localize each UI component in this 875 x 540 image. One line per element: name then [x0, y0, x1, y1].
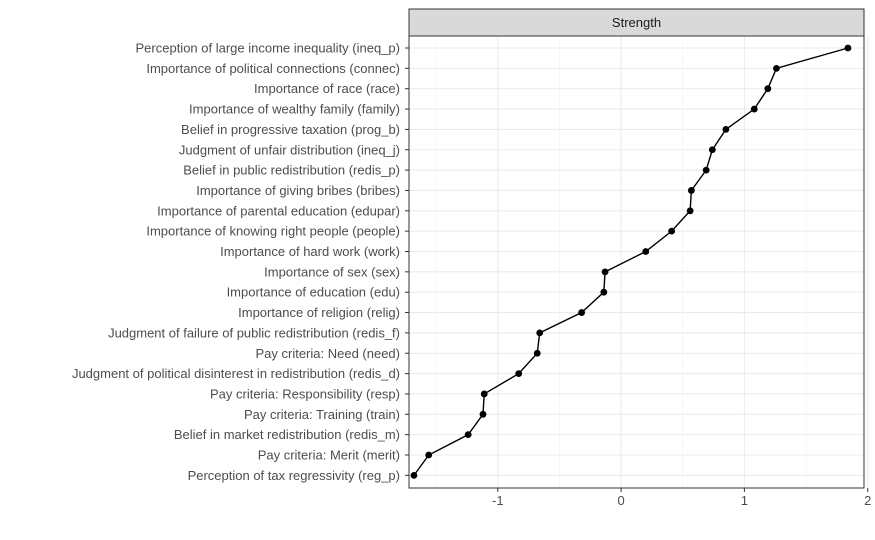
- y-tick-label: Importance of hard work (work): [220, 244, 400, 259]
- y-tick-label: Pay criteria: Responsibility (resp): [210, 386, 400, 401]
- y-tick-label: Pay criteria: Merit (merit): [258, 448, 400, 463]
- x-tick-label: -1: [492, 493, 504, 508]
- y-tick-label: Belief in public redistribution (redis_p…: [183, 163, 400, 178]
- y-tick-label: Importance of giving bribes (bribes): [196, 183, 400, 198]
- y-tick-label: Pay criteria: Need (need): [255, 346, 400, 361]
- data-point: [425, 451, 433, 459]
- data-points: [410, 44, 852, 479]
- y-tick-label: Judgment of political disinterest in red…: [72, 366, 400, 381]
- y-tick-label: Belief in progressive taxation (prog_b): [181, 122, 400, 137]
- x-tick-label: 0: [617, 493, 624, 508]
- y-tick-label: Importance of political connections (con…: [146, 61, 400, 76]
- y-tick-label: Importance of knowing right people (peop…: [146, 224, 400, 239]
- y-tick-label: Judgment of unfair distribution (ineq_j): [179, 142, 400, 157]
- data-point: [764, 85, 772, 93]
- y-tick-label: Importance of race (race): [254, 81, 400, 96]
- y-tick-label: Judgment of failure of public redistribu…: [108, 325, 400, 340]
- x-tick-label: 2: [864, 493, 871, 508]
- y-tick-label: Perception of large income inequality (i…: [136, 41, 401, 56]
- data-point: [480, 390, 488, 398]
- strip-background: [408, 8, 865, 37]
- data-point: [601, 268, 609, 276]
- data-point: [464, 431, 472, 439]
- data-point: [722, 125, 730, 133]
- strength-line: [413, 47, 849, 476]
- data-point: [642, 248, 650, 255]
- data-point: [536, 329, 544, 337]
- x-tick-label: 1: [741, 493, 748, 508]
- y-tick-label: Perception of tax regressivity (reg_p): [188, 468, 400, 483]
- data-point: [844, 44, 852, 52]
- y-tick-label: Importance of parental education (edupar…: [157, 203, 400, 218]
- data-point: [479, 410, 487, 418]
- y-tick-label: Pay criteria: Training (train): [244, 407, 400, 422]
- data-point: [750, 105, 758, 113]
- y-tick-label: Importance of sex (sex): [264, 264, 400, 279]
- data-point: [578, 309, 586, 316]
- data-point: [600, 288, 608, 296]
- x-axis-ticks: [497, 488, 869, 492]
- data-point: [410, 471, 418, 479]
- data-point: [687, 187, 695, 194]
- data-point: [686, 207, 694, 215]
- panel-title: Strength: [612, 15, 661, 30]
- data-point: [515, 370, 523, 377]
- y-axis-labels: Perception of large income inequality (i…: [72, 41, 400, 483]
- series-line: [413, 47, 849, 476]
- data-point: [708, 146, 716, 154]
- data-point: [702, 166, 710, 174]
- data-point: [533, 349, 541, 357]
- grid-lines: [409, 36, 869, 488]
- y-axis-ticks: [405, 47, 409, 476]
- y-tick-label: Belief in market redistribution (redis_m…: [174, 427, 400, 442]
- y-tick-label: Importance of wealthy family (family): [189, 102, 400, 117]
- y-tick-label: Importance of education (edu): [227, 285, 400, 300]
- data-point: [668, 227, 676, 235]
- data-point: [773, 64, 780, 72]
- plot-panel: Strength: [408, 8, 869, 489]
- x-axis-labels: -1 0 1 2: [492, 493, 871, 508]
- panel-border: [408, 35, 865, 489]
- y-tick-label: Importance of religion (relig): [238, 305, 400, 320]
